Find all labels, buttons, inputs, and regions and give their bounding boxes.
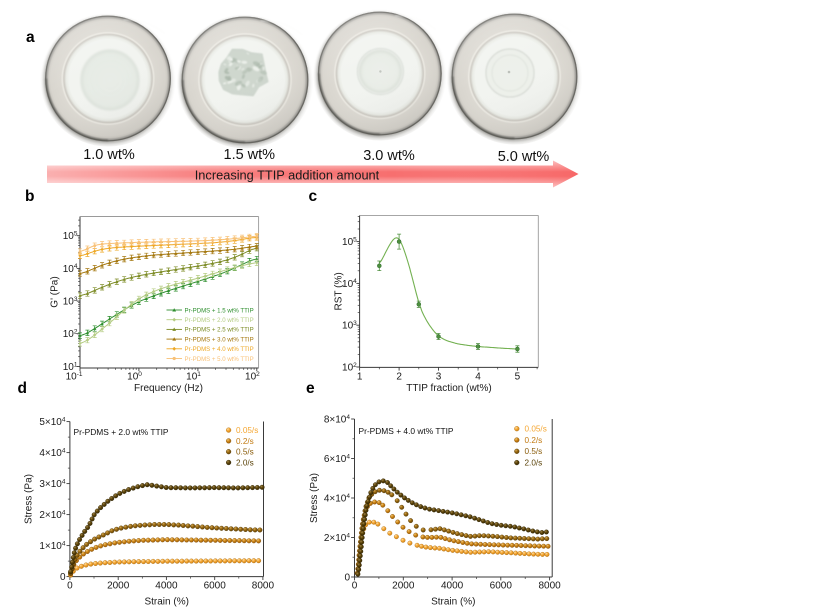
svg-text:0: 0 [67, 581, 73, 592]
svg-text:0: 0 [60, 572, 66, 583]
svg-text:0: 0 [344, 573, 350, 584]
svg-text:Strain (%): Strain (%) [431, 597, 475, 608]
svg-text:8000: 8000 [252, 581, 275, 592]
svg-text:2: 2 [396, 372, 402, 383]
svg-text:101: 101 [63, 361, 78, 373]
svg-text:5: 5 [515, 372, 521, 383]
svg-text:100: 100 [127, 371, 142, 383]
svg-text:2.0/s: 2.0/s [525, 459, 543, 468]
svg-text:2.0/s: 2.0/s [236, 458, 254, 467]
svg-text:2×104: 2×104 [39, 510, 66, 522]
svg-text:Pr-PDMS + 2.0 wt% TTIP: Pr-PDMS + 2.0 wt% TTIP [74, 427, 169, 437]
svg-text:2×104: 2×104 [324, 532, 351, 544]
svg-text:0.05/s: 0.05/s [525, 425, 547, 434]
svg-text:0.2/s: 0.2/s [236, 437, 254, 446]
svg-text:Pr-PDMS + 3.0 wt% TTIP: Pr-PDMS + 3.0 wt% TTIP [185, 336, 254, 343]
svg-text:Pr-PDMS + 4.0 wt% TTIP: Pr-PDMS + 4.0 wt% TTIP [185, 346, 254, 353]
svg-text:Stress (Pa): Stress (Pa) [309, 473, 320, 523]
svg-text:0.05/s: 0.05/s [236, 426, 258, 435]
svg-text:8000: 8000 [538, 581, 561, 592]
svg-text:2000: 2000 [392, 581, 415, 592]
svg-text:4000: 4000 [155, 581, 178, 592]
svg-text:0.5/s: 0.5/s [525, 447, 543, 456]
svg-text:102: 102 [342, 362, 357, 374]
svg-text:3×104: 3×104 [39, 479, 66, 491]
svg-text:6000: 6000 [490, 581, 513, 592]
svg-text:1: 1 [357, 372, 363, 383]
svg-text:Pr-PDMS + 4.0 wt% TTIP: Pr-PDMS + 4.0 wt% TTIP [359, 426, 454, 436]
svg-text:0.5/s: 0.5/s [236, 448, 254, 457]
svg-text:102: 102 [63, 329, 78, 341]
svg-text:105: 105 [342, 236, 357, 248]
svg-text:0.2/s: 0.2/s [525, 436, 543, 445]
svg-text:4×104: 4×104 [39, 448, 66, 460]
svg-text:Frequency (Hz): Frequency (Hz) [134, 383, 203, 394]
svg-text:104: 104 [63, 263, 78, 275]
svg-text:6000: 6000 [204, 581, 227, 592]
svg-text:Increasing TTIP addition amoun: Increasing TTIP addition amount [195, 168, 380, 183]
svg-text:G' (Pa): G' (Pa) [50, 276, 61, 307]
svg-text:4000: 4000 [441, 581, 464, 592]
svg-text:Pr-PDMS + 2.0 wt% TTIP: Pr-PDMS + 2.0 wt% TTIP [185, 317, 254, 324]
svg-text:Stress (Pa): Stress (Pa) [24, 474, 35, 524]
svg-text:103: 103 [63, 296, 78, 308]
svg-text:TTIP fraction (wt%): TTIP fraction (wt%) [406, 383, 491, 394]
svg-text:103: 103 [342, 320, 357, 332]
svg-text:0: 0 [352, 581, 358, 592]
svg-text:Pr-PDMS + 2.5 wt% TTIP: Pr-PDMS + 2.5 wt% TTIP [185, 327, 254, 334]
svg-text:102: 102 [245, 371, 260, 383]
svg-text:104: 104 [342, 278, 357, 290]
svg-text:Pr-PDMS + 1.5 wt% TTIP: Pr-PDMS + 1.5 wt% TTIP [185, 307, 254, 314]
svg-text:Pr-PDMS + 5.0 wt% TTIP: Pr-PDMS + 5.0 wt% TTIP [185, 356, 254, 363]
svg-text:105: 105 [63, 231, 78, 243]
svg-text:3: 3 [436, 372, 442, 383]
svg-text:4×104: 4×104 [324, 493, 351, 505]
svg-text:8×104: 8×104 [324, 414, 351, 426]
svg-text:RST (%): RST (%) [334, 272, 345, 310]
svg-text:101: 101 [186, 371, 201, 383]
svg-text:6×104: 6×104 [324, 453, 351, 465]
svg-text:2000: 2000 [107, 581, 130, 592]
svg-text:1×104: 1×104 [39, 541, 66, 553]
svg-text:Strain (%): Strain (%) [144, 597, 188, 608]
svg-text:5×104: 5×104 [39, 417, 66, 429]
svg-text:4: 4 [475, 372, 481, 383]
svg-text:10-1: 10-1 [66, 371, 83, 383]
